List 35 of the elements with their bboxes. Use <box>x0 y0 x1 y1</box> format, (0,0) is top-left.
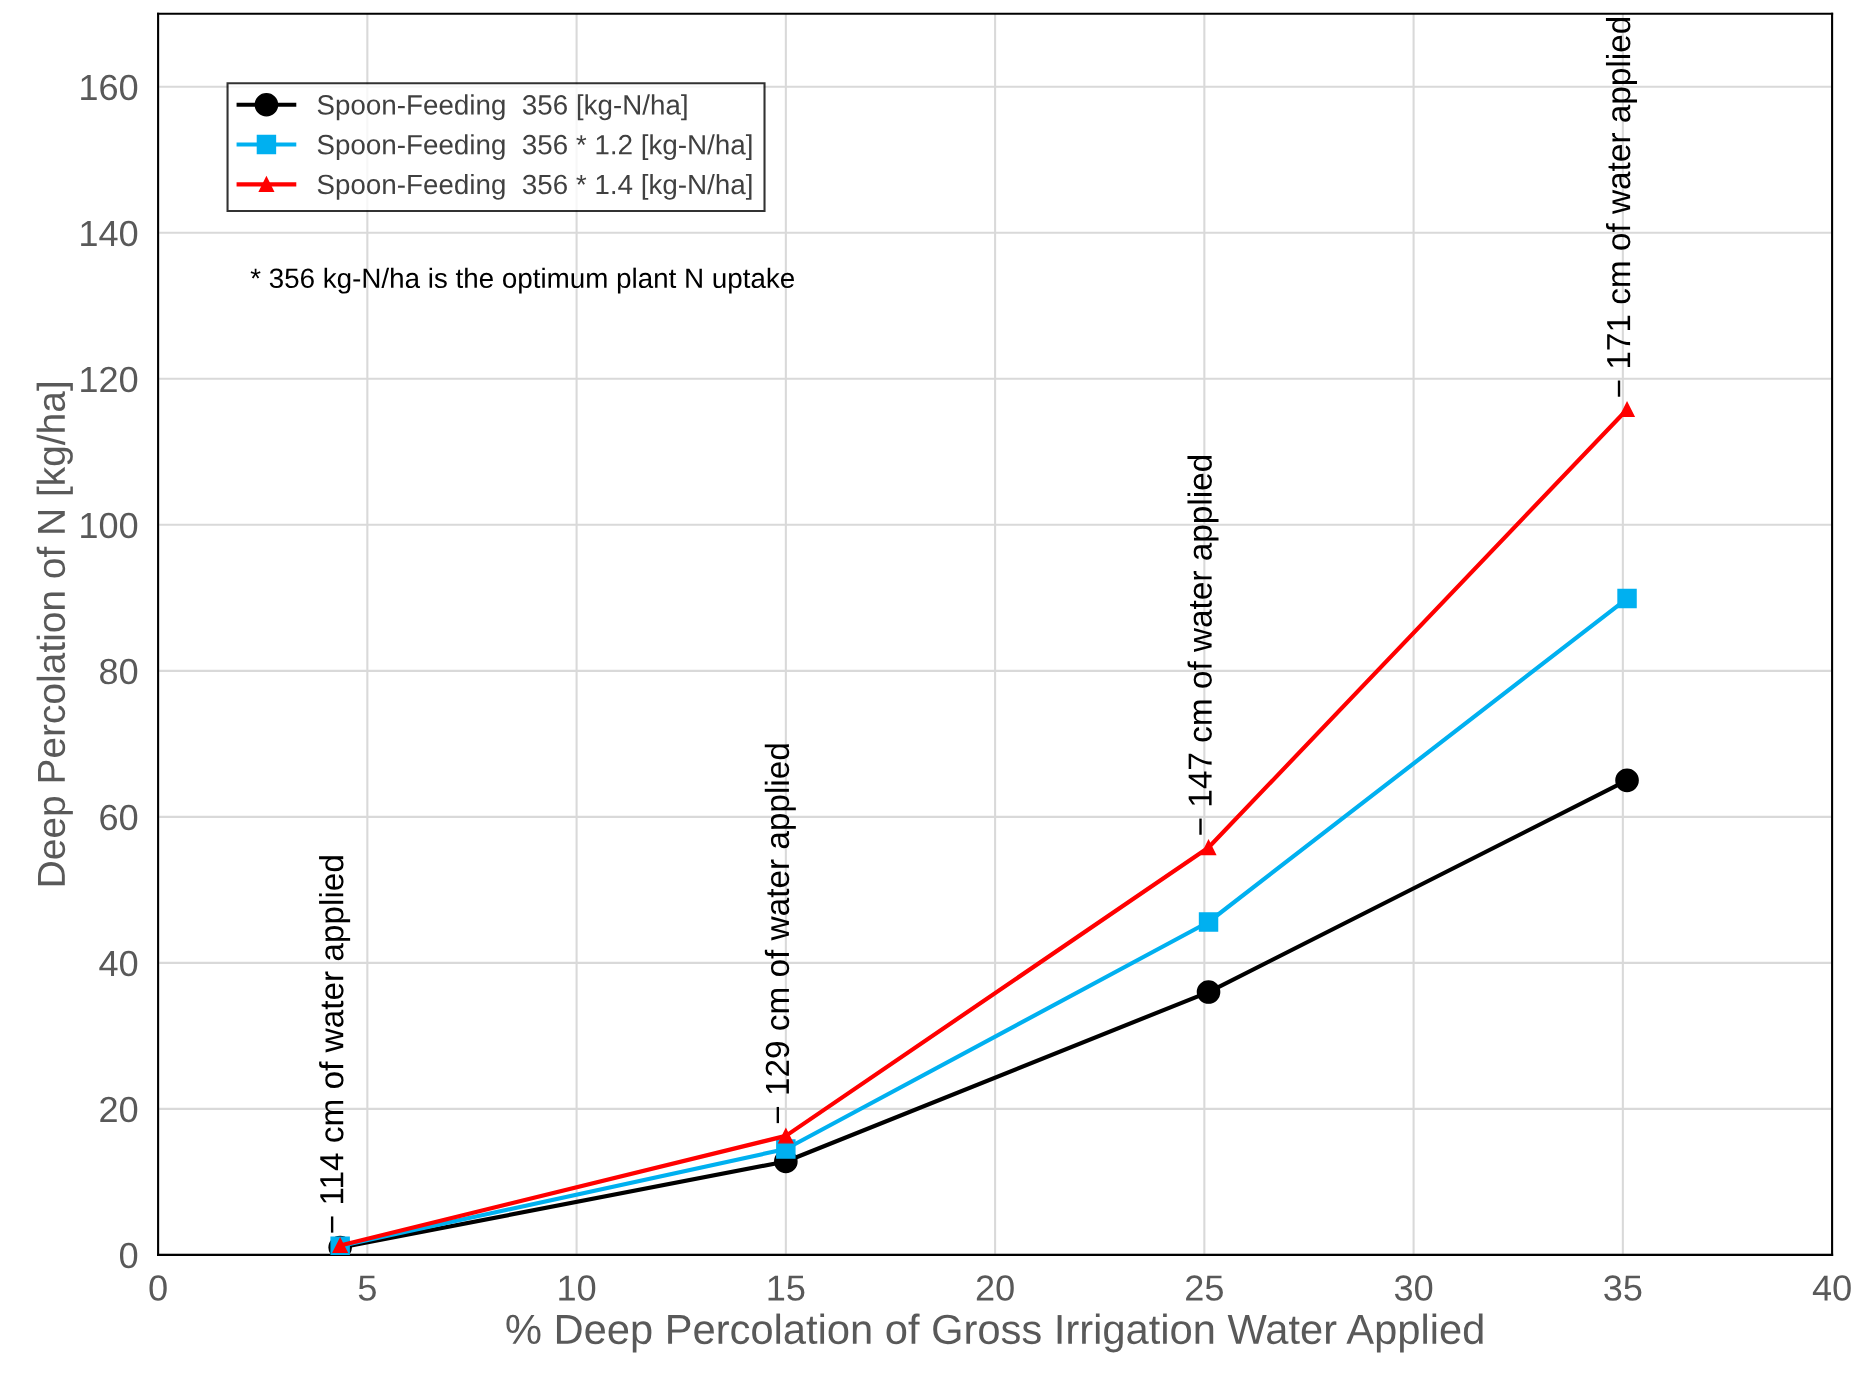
y-tick-label: 0 <box>119 1242 138 1269</box>
point <box>1617 588 1637 609</box>
y-tick-label: 60 <box>100 804 138 831</box>
x-tick-label: 30 <box>1394 1275 1433 1301</box>
x-tick-label: 5 <box>358 1275 376 1301</box>
x-tick-label: 15 <box>768 1275 805 1301</box>
y-tick-label: 140 <box>81 220 138 247</box>
y-tick-label: 120 <box>81 366 138 393</box>
y-tick-label: 100 <box>81 512 138 539</box>
annotation: * 356 kg-N/ha is the optimum plant N uptake <box>250 267 794 294</box>
y-tick-label: 20 <box>100 1096 138 1123</box>
point <box>1196 980 1221 1004</box>
annotation: − 129 cm of water applied <box>764 744 796 1124</box>
x-tick-label: 25 <box>1186 1275 1223 1301</box>
legend-label: Spoon-Feeding 356 * 1.2 [kg-N/ha] <box>317 134 752 161</box>
annotation: − 114 cm of water applied <box>319 856 351 1233</box>
y-tick-label: 40 <box>99 950 138 977</box>
y-axis-title: Deep Percolation of N [kg/ha] <box>36 383 73 886</box>
legend-label: Spoon-Feeding 356 * 1.4 [kg-N/ha] <box>317 173 752 200</box>
annotation: − 147 cm of water applied <box>1187 455 1219 835</box>
x-tick-label: 35 <box>1604 1275 1642 1301</box>
x-tick-label: 20 <box>976 1275 1014 1301</box>
x-tick-label: 0 <box>149 1275 167 1301</box>
point <box>1619 401 1635 418</box>
point <box>1198 912 1219 932</box>
point <box>1615 768 1639 793</box>
point <box>778 1128 794 1144</box>
y-tick-label: 80 <box>100 658 138 685</box>
x-tick-label: 40 <box>1812 1275 1851 1301</box>
y-tick-label: 160 <box>81 74 138 101</box>
point <box>1200 839 1217 856</box>
legend-label: Spoon-Feeding 356 [kg-N/ha] <box>317 94 687 121</box>
x-tick-label: 10 <box>559 1275 596 1301</box>
x-axis-title: % Deep Percolation of Gross Irrigation Water Applied <box>506 1313 1483 1353</box>
annotation: − 171 cm of water applied <box>1605 17 1638 397</box>
